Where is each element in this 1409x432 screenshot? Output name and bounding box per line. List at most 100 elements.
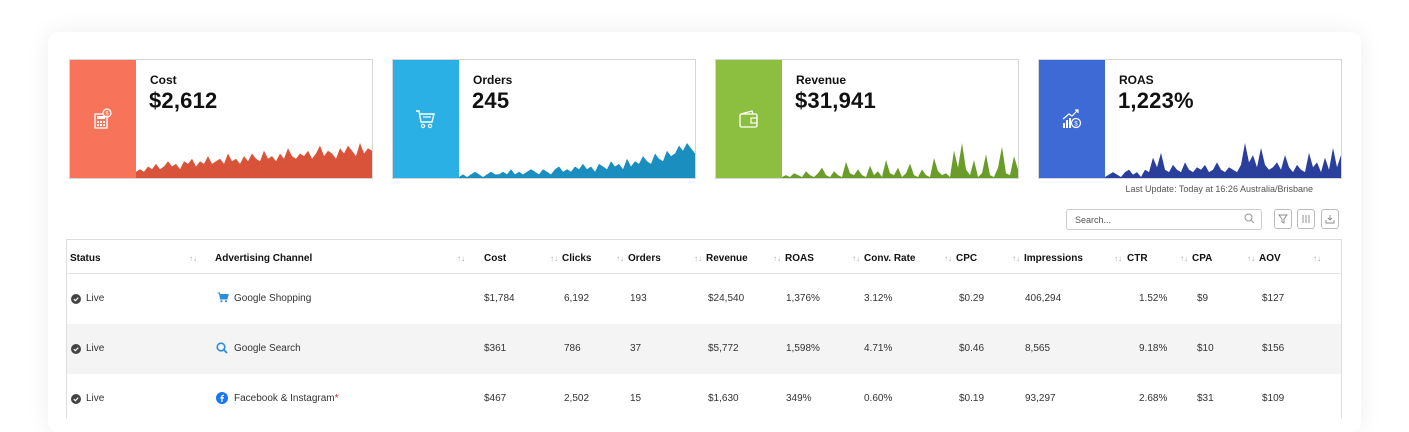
- kpi-value: $2,612: [149, 88, 218, 113]
- col-clicks[interactable]: Clicks: [562, 253, 592, 264]
- sort-icon[interactable]: ↑↓: [773, 254, 781, 263]
- sort-icon[interactable]: ↑↓: [457, 254, 465, 263]
- check-circle-icon: [71, 394, 81, 404]
- calculator-dollar-icon: $: [94, 108, 112, 129]
- filter-icon: [1278, 214, 1288, 224]
- kpi-sparkline-cost: [136, 143, 372, 178]
- col-channel[interactable]: Advertising Channel: [215, 253, 313, 264]
- cell-aov: $109: [1262, 393, 1285, 404]
- sort-icon[interactable]: ↑↓: [189, 254, 197, 263]
- cell-conv-rate: 0.60%: [864, 393, 893, 404]
- download-icon: [1325, 215, 1335, 224]
- col-revenue[interactable]: Revenue: [706, 253, 748, 264]
- kpi-sparkline-roas: [1105, 143, 1341, 178]
- cell-cpc: $0.19: [959, 393, 985, 404]
- status-text: Live: [86, 293, 105, 304]
- kpi-label: Cost: [150, 73, 177, 87]
- table-row[interactable]: Live Google Shopping $1,784 6,192 193 $2…: [67, 274, 1341, 324]
- kpi-side-revenue: [716, 60, 782, 178]
- cell-cost: $467: [484, 393, 507, 404]
- sort-icon[interactable]: ↑↓: [944, 254, 952, 263]
- kpi-value: 245: [472, 88, 510, 113]
- kpi-label: Revenue: [796, 73, 847, 87]
- sort-icon[interactable]: ↑↓: [1180, 254, 1188, 263]
- required-marker: *: [334, 393, 339, 404]
- kpi-side-orders: [393, 60, 459, 178]
- sort-icon[interactable]: ↑↓: [1012, 254, 1020, 263]
- sort-icon[interactable]: ↑↓: [694, 254, 702, 263]
- sort-icon[interactable]: ↑↓: [1114, 254, 1122, 263]
- export-button[interactable]: [1321, 209, 1339, 229]
- cell-revenue: $5,772: [708, 343, 739, 354]
- cell-roas: 349%: [786, 393, 812, 404]
- cell-conv-rate: 3.12%: [864, 293, 893, 304]
- channel-name[interactable]: Google Shopping: [234, 293, 312, 304]
- cell-cpa: $31: [1197, 393, 1214, 404]
- cell-impressions: 93,297: [1025, 393, 1056, 404]
- cart-icon: [416, 110, 435, 129]
- sparkline-area: [1105, 143, 1341, 178]
- last-update-text: Last Update: Today at 16:26 Australia/Br…: [1125, 184, 1313, 194]
- sparkline-area: [782, 143, 1018, 178]
- kpi-card-roas[interactable]: $ ROAS 1,223%: [1038, 59, 1342, 179]
- col-cost[interactable]: Cost: [484, 253, 507, 264]
- cell-conv-rate: 4.71%: [864, 343, 893, 354]
- channel-name[interactable]: Google Search: [234, 343, 301, 354]
- col-cpc[interactable]: CPC: [956, 253, 978, 264]
- col-status[interactable]: Status: [70, 253, 101, 264]
- columns-icon: [1302, 215, 1310, 223]
- col-aov[interactable]: AOV: [1259, 253, 1281, 264]
- kpi-sparkline-revenue: [782, 143, 1018, 178]
- table-row[interactable]: Live Facebook & Instagram* $467 2,502 15…: [67, 374, 1341, 424]
- table-header: Status ↑↓ Advertising Channel ↑↓ Cost ↑↓…: [67, 240, 1341, 274]
- cell-impressions: 406,294: [1025, 293, 1062, 304]
- cell-roas: 1,376%: [786, 293, 820, 304]
- facebook-icon: [216, 392, 228, 404]
- sort-icon[interactable]: ↑↓: [852, 254, 860, 263]
- col-orders[interactable]: Orders: [628, 253, 661, 264]
- channel-name[interactable]: Facebook & Instagram*: [234, 393, 339, 404]
- columns-button[interactable]: [1297, 209, 1315, 229]
- table-row[interactable]: Live Google Search $361 786 37 $5,772 1,…: [67, 324, 1341, 374]
- sort-icon[interactable]: ↑↓: [1247, 254, 1255, 263]
- col-roas[interactable]: ROAS: [785, 253, 814, 264]
- cell-revenue: $24,540: [708, 293, 745, 304]
- cell-cpc: $0.29: [959, 293, 985, 304]
- col-ctr[interactable]: CTR: [1127, 253, 1148, 264]
- sparkline-area: [459, 143, 695, 178]
- kpi-side-cost: $: [70, 60, 136, 178]
- check-circle-icon: [71, 294, 81, 304]
- kpi-label: Orders: [473, 73, 513, 87]
- shopping-cart-icon: [217, 292, 229, 303]
- kpi-card-orders[interactable]: Orders 245: [392, 59, 696, 179]
- col-cpa[interactable]: CPA: [1192, 253, 1213, 264]
- sort-icon[interactable]: ↑↓: [550, 254, 558, 263]
- svg-text:$: $: [1074, 122, 1078, 128]
- search-icon[interactable]: [1244, 213, 1255, 224]
- sparkline-area: [136, 143, 372, 178]
- cell-orders: 193: [630, 293, 647, 304]
- kpi-sparkline-orders: [459, 143, 695, 178]
- cell-ctr: 1.52%: [1139, 293, 1168, 304]
- cell-ctr: 9.18%: [1139, 343, 1168, 354]
- sort-icon[interactable]: ↑↓: [1313, 254, 1321, 263]
- kpi-label: ROAS: [1119, 73, 1154, 87]
- cell-clicks: 2,502: [564, 393, 590, 404]
- cell-cost: $361: [484, 343, 507, 354]
- channels-table: Status ↑↓ Advertising Channel ↑↓ Cost ↑↓…: [66, 239, 1342, 418]
- cell-orders: 15: [630, 393, 642, 404]
- growth-chart-icon: $: [1062, 109, 1082, 129]
- filter-button[interactable]: [1274, 209, 1292, 229]
- kpi-card-cost[interactable]: $ Cost $2,612: [69, 59, 373, 179]
- status-text: Live: [86, 393, 105, 404]
- search-input[interactable]: [1066, 209, 1262, 230]
- kpi-card-revenue[interactable]: Revenue $31,941: [715, 59, 1019, 179]
- cell-roas: 1,598%: [786, 343, 820, 354]
- sort-icon[interactable]: ↑↓: [616, 254, 624, 263]
- col-conv-rate[interactable]: Conv. Rate: [864, 253, 916, 264]
- cell-aov: $156: [1262, 343, 1285, 354]
- col-impressions[interactable]: Impressions: [1024, 253, 1083, 264]
- svg-text:$: $: [105, 112, 109, 118]
- kpi-side-roas: $: [1039, 60, 1105, 178]
- cell-aov: $127: [1262, 293, 1285, 304]
